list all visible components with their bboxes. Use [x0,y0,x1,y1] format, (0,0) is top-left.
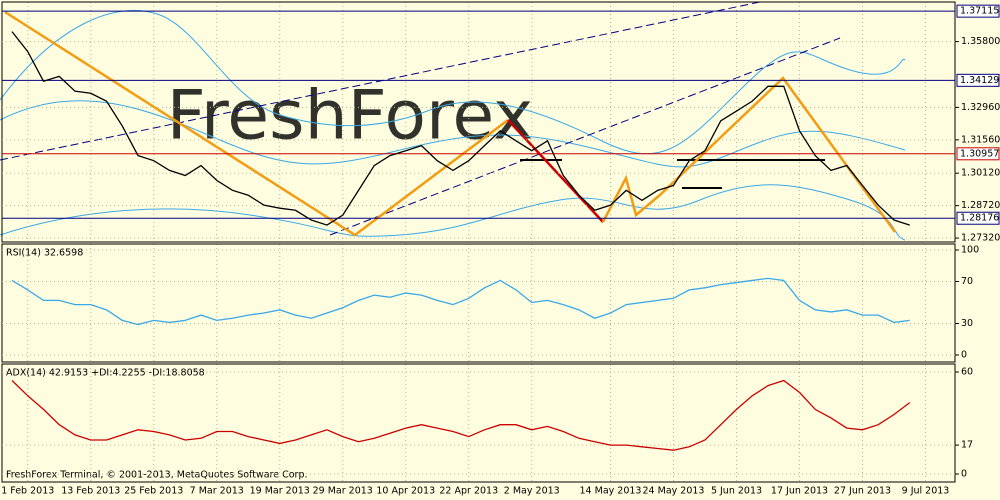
y-tick-label: 0 [961,469,967,480]
x-tick-label: 14 May 2013 [580,486,642,497]
x-tick-label: 1 Feb 2013 [1,486,54,497]
price-level-box [956,4,1000,18]
trend-line [0,1,761,161]
y-tick-label: 1.28720 [961,200,1000,211]
price-level-label: 1.37115 [960,6,999,17]
zigzag [601,76,897,233]
x-tick-label: 13 Feb 2013 [61,486,120,497]
panel-border [1,243,956,363]
zigzag [507,119,604,223]
y-tick-label: 0 [961,350,967,361]
panel-border [1,363,956,483]
data-line [11,31,910,226]
trend-line [329,37,841,236]
data-line [11,277,910,326]
y-tick-label: 1.27320 [961,233,1000,244]
bollinger-upper [0,9,906,155]
x-tick-label: 2 May 2013 [504,486,560,497]
x-tick-label: 9 Jul 2013 [902,486,950,497]
panel-title: RSI(14) 32.6598 [6,248,83,259]
price-level-box [956,211,1000,225]
price-level-label: 1.30957 [960,148,999,159]
x-tick-label: 17 Jun 2013 [771,486,828,497]
y-tick-label: 1.30120 [961,168,1000,179]
y-tick-label: 100 [961,245,979,256]
indicator-overlays [0,1,906,241]
y-tick-label: 1.35800 [961,36,1000,47]
x-tick-label: 10 Apr 2013 [376,486,435,497]
price-level-label: 1.28176 [960,213,999,224]
y-tick-label: 30 [961,318,973,329]
x-tick-label: 29 Mar 2013 [313,486,373,497]
price-level-label: 1.34129 [960,75,999,86]
y-tick-label: 70 [961,276,973,287]
zigzag [4,10,509,237]
x-tick-label: 5 Jun 2013 [711,486,762,497]
y-tick-label: 1.32960 [961,102,1000,113]
x-tick-label: 19 Mar 2013 [250,486,310,497]
price-level-box [956,147,1000,161]
price-level-box [956,73,1000,87]
footer: FreshForex Terminal, © 2001-2013, MetaQu… [6,470,308,481]
x-tick-label: 22 Apr 2013 [439,486,498,497]
bollinger-lower [0,184,906,241]
x-tick-label: 27 Jun 2013 [834,486,891,497]
y-tick-label: 1.31560 [961,134,1000,145]
x-tick-label: 24 May 2013 [643,486,705,497]
x-tick-label: 25 Feb 2013 [124,486,183,497]
y-tick-label: 60 [961,367,973,378]
data-line [11,379,911,451]
panel-border [1,1,956,243]
y-tick-label: 17 [961,440,973,451]
x-tick-label: 7 Mar 2013 [190,486,244,497]
panel-title: ADX(14) 42.9153 +DI:4.2255 -DI:18.8058 [6,368,205,379]
watermark: FreshForex [167,77,534,156]
